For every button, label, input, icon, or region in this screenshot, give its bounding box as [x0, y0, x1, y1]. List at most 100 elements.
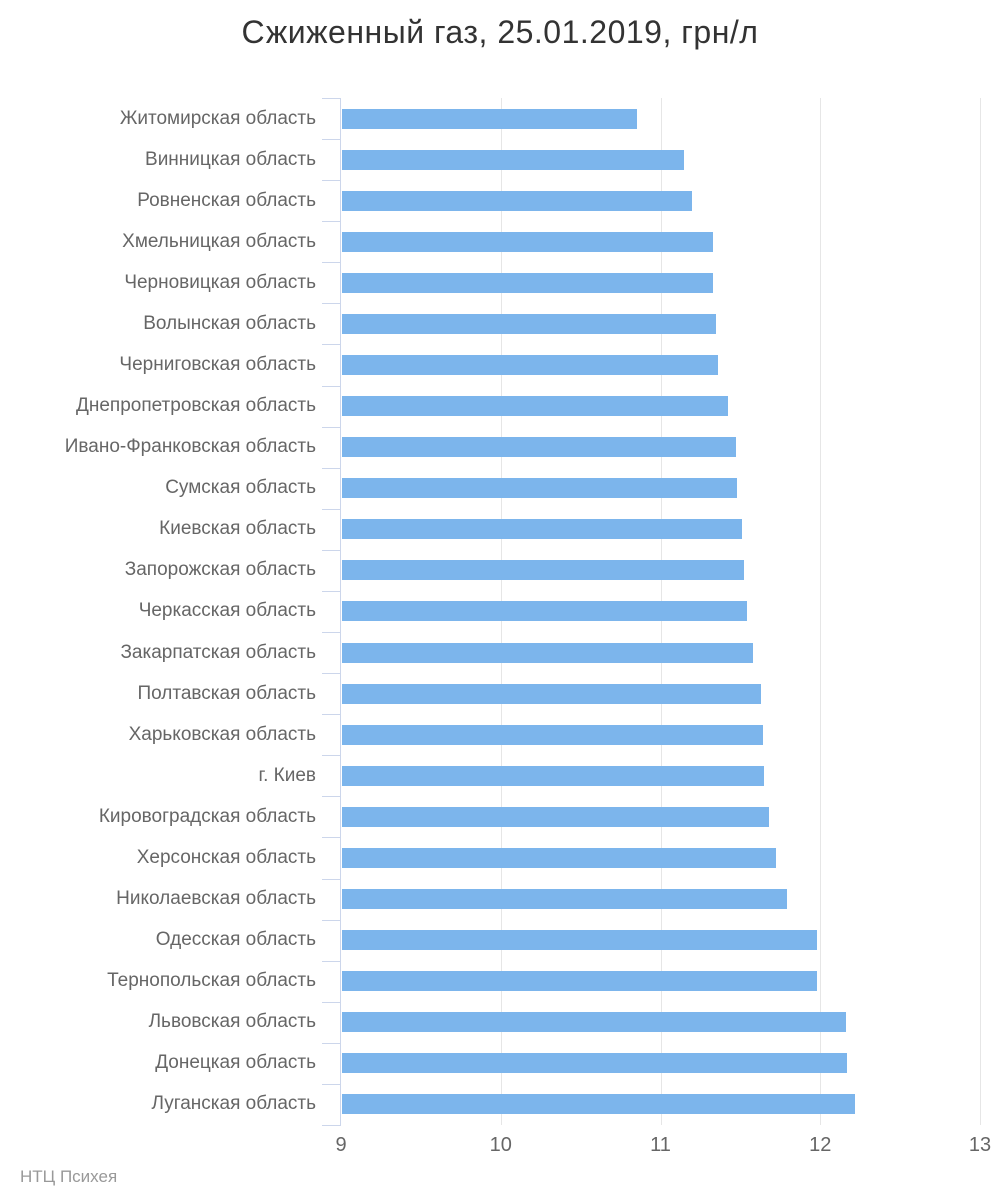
axis-tick: [322, 673, 341, 675]
gridline: [820, 98, 822, 1125]
bar[interactable]: [342, 930, 818, 951]
bar[interactable]: [342, 847, 776, 868]
axis-tick: [322, 878, 341, 880]
category-label: Одесская область: [155, 929, 316, 951]
axis-tick: [322, 385, 341, 387]
bar[interactable]: [342, 724, 763, 745]
chart-row: г. Киев: [0, 755, 1000, 796]
bar[interactable]: [342, 683, 762, 704]
chart-row: Луганская область: [0, 1084, 1000, 1125]
bar[interactable]: [342, 971, 818, 992]
category-label: Ивано-Франковская область: [64, 436, 316, 458]
bar[interactable]: [342, 190, 693, 211]
category-label: г. Киев: [258, 764, 316, 786]
bar[interactable]: [342, 1012, 846, 1033]
category-label: Кировоградская область: [98, 805, 316, 827]
category-label: Харьковская область: [128, 723, 316, 745]
chart-row: Сумская область: [0, 468, 1000, 509]
axis-tick: [322, 960, 341, 962]
category-label: Днепропетровская область: [75, 395, 316, 417]
chart-row: Ровненская область: [0, 180, 1000, 221]
bar[interactable]: [342, 272, 714, 293]
bar[interactable]: [342, 1053, 848, 1074]
category-label: Запорожская область: [124, 559, 316, 581]
x-axis-label: 12: [809, 1134, 832, 1156]
category-label: Черновицкая область: [124, 271, 316, 293]
axis-tick: [322, 1001, 341, 1003]
category-label: Черкасская область: [138, 600, 316, 622]
chart-row: Днепропетровская область: [0, 386, 1000, 427]
bar[interactable]: [342, 560, 744, 581]
chart-row: Львовская область: [0, 1002, 1000, 1043]
chart-row: Кировоградская область: [0, 796, 1000, 837]
bar[interactable]: [342, 519, 742, 540]
axis-tick: [322, 590, 341, 592]
credits: НТЦ Психея: [20, 1167, 118, 1186]
plot-area: Житомирская область Винницкая область Ровн…: [0, 98, 1000, 1126]
axis-tick: [322, 1042, 341, 1044]
gridline: [980, 98, 981, 1125]
bar[interactable]: [342, 149, 685, 170]
chart-row: Киевская область: [0, 509, 1000, 550]
bar[interactable]: [342, 396, 728, 417]
axis-tick: [322, 755, 341, 757]
chart-row: Полтавская область: [0, 673, 1000, 714]
bar[interactable]: [342, 765, 765, 786]
category-label: Волынская область: [143, 312, 316, 334]
bar[interactable]: [342, 1094, 856, 1115]
category-axis-line: [340, 98, 341, 1125]
chart-title: Сжиженный газ, 25.01.2019, грн/л: [241, 14, 759, 50]
chart-row: Хмельницкая область: [0, 221, 1000, 262]
bar[interactable]: [342, 313, 717, 334]
bar[interactable]: [342, 642, 754, 663]
axis-tick: [322, 303, 341, 305]
category-label: Винницкая область: [145, 148, 316, 170]
category-label: Черниговская область: [119, 354, 316, 375]
axis-tick: [322, 180, 341, 182]
axis-tick: [322, 1083, 341, 1085]
axis-tick: [322, 221, 341, 223]
bar[interactable]: [342, 806, 770, 827]
axis-tick: [322, 714, 341, 716]
bar[interactable]: [342, 601, 747, 622]
chart-row: Волынская область: [0, 303, 1000, 344]
bar[interactable]: [342, 355, 718, 375]
bar[interactable]: [342, 437, 736, 458]
chart-row: Тернопольская область: [0, 961, 1000, 1002]
axis-tick: [322, 344, 341, 346]
category-label: Ровненская область: [137, 189, 316, 211]
category-label: Полтавская область: [137, 682, 316, 704]
chart-row: Черниговская область: [0, 344, 1000, 385]
bar[interactable]: [342, 889, 787, 910]
chart-row: Ивано-Франковская область: [0, 427, 1000, 468]
chart-row: Черновицкая область: [0, 262, 1000, 303]
chart-row: Харьковская область: [0, 714, 1000, 755]
axis-tick: [322, 426, 341, 428]
category-label: Львовская область: [148, 1011, 316, 1033]
category-label: Житомирская область: [119, 107, 316, 129]
chart-row: Черкасская область: [0, 591, 1000, 632]
axis-tick: [322, 549, 341, 551]
axis-tick: [322, 508, 341, 510]
category-label: Киевская область: [159, 518, 316, 540]
category-label: Херсонская область: [136, 846, 316, 868]
bar[interactable]: [342, 478, 738, 499]
category-label: Тернопольская область: [107, 970, 316, 992]
chart-row: Херсонская область: [0, 837, 1000, 878]
category-label: Николаевская область: [116, 888, 316, 910]
axis-tick: [322, 98, 341, 99]
axis-tick: [322, 796, 341, 798]
category-label: Донецкая область: [155, 1052, 316, 1074]
x-axis-label: 9: [335, 1134, 347, 1156]
x-axis-label: 10: [489, 1134, 512, 1156]
bar[interactable]: [342, 231, 714, 252]
axis-tick: [322, 632, 341, 634]
chart-row: Запорожская область: [0, 550, 1000, 591]
category-label: Закарпатская область: [120, 641, 316, 663]
category-label: Сумская область: [165, 477, 316, 499]
axis-tick: [322, 262, 341, 264]
x-axis-label: 11: [650, 1134, 671, 1156]
chart-row: Винницкая область: [0, 139, 1000, 180]
axis-tick: [322, 467, 341, 469]
bar[interactable]: [342, 108, 637, 129]
